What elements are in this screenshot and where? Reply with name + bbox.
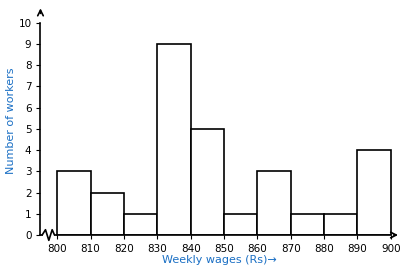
Bar <box>57 171 90 235</box>
Y-axis label: Number of workers: Number of workers <box>6 67 15 173</box>
Bar <box>124 214 157 235</box>
Bar <box>90 192 124 235</box>
X-axis label: Weekly wages (Rs)→: Weekly wages (Rs)→ <box>162 256 276 265</box>
Bar <box>324 214 357 235</box>
Bar <box>157 44 190 235</box>
Bar <box>257 171 291 235</box>
Bar <box>190 129 224 235</box>
Bar <box>224 214 257 235</box>
Bar <box>357 150 391 235</box>
Bar <box>291 214 324 235</box>
